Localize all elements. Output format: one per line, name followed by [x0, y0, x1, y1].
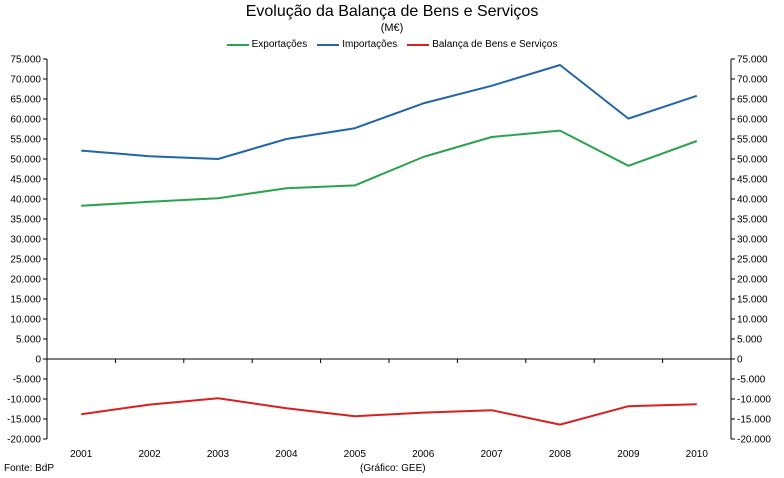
y-tick-label-left: -15.000: [7, 415, 41, 426]
chart-title: Evolução da Balança de Bens e Serviços: [245, 3, 539, 20]
y-tick-label-left: 70.000: [10, 75, 41, 86]
legend-swatch-importacoes: [317, 43, 340, 46]
y-tick-label-left: 30.000: [10, 235, 41, 246]
chart-legend: Exportações Importações Balança de Bens …: [0, 39, 784, 50]
series-line-1: [81, 64, 698, 160]
legend-swatch-balanca: [407, 43, 430, 46]
y-tick-label-left: 50.000: [10, 155, 41, 166]
y-tick-label-left: 35.000: [10, 215, 41, 226]
legend-label-balanca: Balança de Bens e Serviços: [432, 39, 558, 50]
x-tick-label: 2002: [138, 449, 161, 460]
x-tick-label: 2007: [480, 449, 503, 460]
y-tick-label-left: 75.000: [10, 55, 41, 66]
y-tick-label-right: 10.000: [737, 315, 768, 326]
y-tick-label-right: 5.000: [737, 335, 762, 346]
chart-subtitle: (M€): [380, 22, 404, 34]
legend-item-balanca: Balança de Bens e Serviços: [407, 39, 557, 50]
x-tick-label: 2001: [70, 449, 93, 460]
y-tick-label-left: 45.000: [10, 175, 41, 186]
y-tick-label-right: 40.000: [737, 195, 768, 206]
y-tick-label-left: 5.000: [16, 335, 41, 346]
y-tick-label-left: -20.000: [7, 435, 41, 446]
y-tick-label-left: -10.000: [7, 395, 41, 406]
y-tick-label-left: 10.000: [10, 315, 41, 326]
y-tick-label-left: 40.000: [10, 195, 41, 206]
y-tick-label-right: 30.000: [737, 235, 768, 246]
y-tick-label-right: 60.000: [737, 115, 768, 126]
y-tick-label-right: -5.000: [737, 375, 766, 386]
y-tick-label-left: 60.000: [10, 115, 41, 126]
y-tick-label-right: -15.000: [737, 415, 771, 426]
legend-item-exportacoes: Exportações: [226, 39, 308, 50]
x-tick-label: 2010: [686, 449, 709, 460]
x-tick-label: 2005: [344, 449, 367, 460]
x-tick-label: 2009: [617, 449, 640, 460]
series-line-0: [81, 129, 698, 207]
legend-label-importacoes: Importações: [342, 39, 398, 50]
y-tick-label-right: -10.000: [737, 395, 771, 406]
legend-label-exportacoes: Exportações: [251, 39, 308, 50]
y-tick-label-right: 20.000: [737, 275, 768, 286]
y-tick-label-right: 65.000: [737, 95, 768, 106]
legend-item-importacoes: Importações: [317, 39, 397, 50]
y-tick-label-left: 20.000: [10, 275, 41, 286]
y-tick-label-left: 55.000: [10, 135, 41, 146]
y-tick-label-left: -5.000: [13, 375, 42, 386]
y-tick-label-right: 45.000: [737, 175, 768, 186]
y-tick-label-right: 25.000: [737, 255, 768, 266]
y-tick-label-right: 15.000: [737, 295, 768, 306]
y-tick-label-right: 35.000: [737, 215, 768, 226]
y-tick-label-right: 70.000: [737, 75, 768, 86]
y-tick-label-right: 75.000: [737, 55, 768, 66]
y-tick-label-left: 0: [35, 355, 41, 366]
y-tick-label-right: 55.000: [737, 135, 768, 146]
x-tick-label: 2003: [207, 449, 230, 460]
x-tick-label: 2008: [549, 449, 572, 460]
credit-note: (Gráfico: GEE): [360, 463, 426, 474]
y-tick-label-left: 25.000: [10, 255, 41, 266]
y-tick-label-right: 50.000: [737, 155, 768, 166]
source-note: Fonte: BdP: [4, 463, 55, 474]
y-tick-label-right: 0: [737, 355, 743, 366]
x-tick-label: 2004: [275, 449, 298, 460]
y-tick-label-left: 65.000: [10, 95, 41, 106]
y-tick-label-left: 15.000: [10, 295, 41, 306]
x-tick-label: 2006: [412, 449, 435, 460]
series-line-2: [81, 397, 697, 426]
y-tick-label-right: -20.000: [737, 435, 771, 446]
legend-swatch-exportacoes: [226, 43, 249, 46]
